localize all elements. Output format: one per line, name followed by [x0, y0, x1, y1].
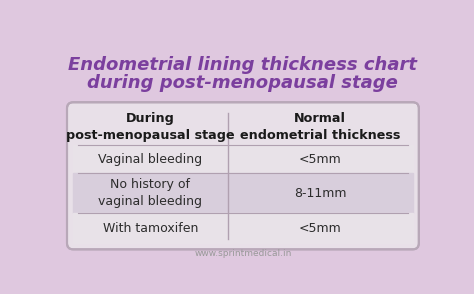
Text: With tamoxifen: With tamoxifen	[103, 222, 198, 235]
Text: Vaginal bleeding: Vaginal bleeding	[99, 153, 202, 166]
Text: www.sprintmedical.in: www.sprintmedical.in	[194, 250, 292, 258]
Text: during post-menopausal stage: during post-menopausal stage	[88, 74, 398, 92]
Text: Endometrial lining thickness chart: Endometrial lining thickness chart	[68, 56, 418, 74]
Text: 8-11mm: 8-11mm	[294, 187, 346, 200]
Text: <5mm: <5mm	[299, 222, 342, 235]
Text: Normal
endometrial thickness: Normal endometrial thickness	[240, 112, 401, 142]
Bar	[73, 146, 413, 173]
Text: No history of
vaginal bleeding: No history of vaginal bleeding	[99, 178, 202, 208]
Text: During
post-menopausal stage: During post-menopausal stage	[66, 112, 235, 142]
Text: <5mm: <5mm	[299, 153, 342, 166]
FancyBboxPatch shape	[67, 102, 419, 249]
Bar	[73, 213, 413, 243]
Bar	[73, 173, 413, 213]
